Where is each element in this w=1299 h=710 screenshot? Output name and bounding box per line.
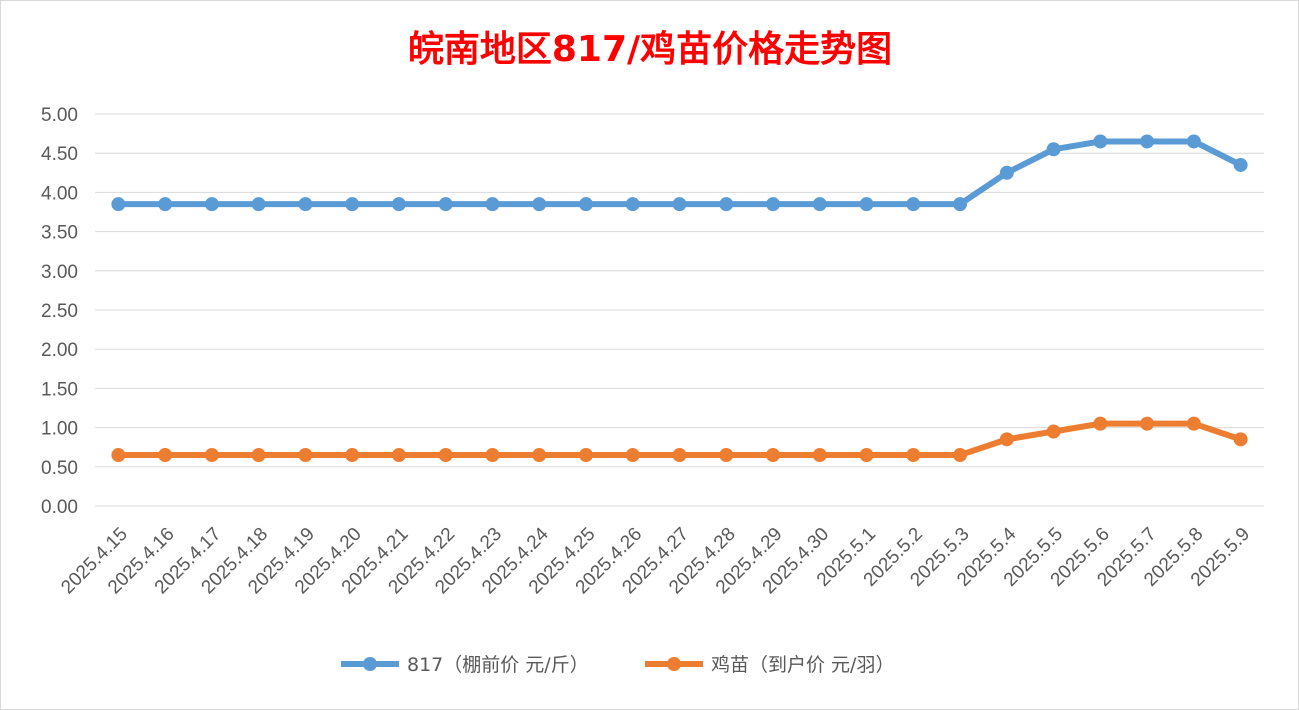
- series-1: [111, 416, 1248, 463]
- series-0: [111, 134, 1248, 212]
- y-tick-label: 3.50: [41, 223, 78, 244]
- data-point: [859, 448, 874, 463]
- data-point: [906, 448, 921, 463]
- data-point: [719, 448, 734, 463]
- data-point: [859, 197, 874, 212]
- data-point: [1046, 424, 1061, 439]
- data-point: [298, 448, 313, 463]
- data-point: [298, 197, 313, 212]
- data-point: [532, 197, 547, 212]
- data-point: [1046, 142, 1061, 157]
- legend-swatch-marker: [667, 657, 681, 671]
- data-point: [485, 448, 500, 463]
- data-point: [1140, 134, 1155, 149]
- legend-label: 鸡苗（到户价 元/羽）: [711, 654, 894, 676]
- data-point: [1093, 134, 1108, 149]
- data-point: [578, 448, 593, 463]
- series-line: [115, 138, 1244, 208]
- y-tick-label: 4.00: [41, 183, 78, 204]
- data-point: [766, 197, 781, 212]
- legend-label: 817（棚前价 元/斤）: [407, 654, 589, 676]
- data-point: [999, 165, 1014, 180]
- data-point: [1186, 416, 1201, 431]
- data-point: [625, 448, 640, 463]
- data-point: [812, 197, 827, 212]
- data-point: [204, 197, 219, 212]
- y-tick-label: 2.00: [41, 340, 78, 361]
- data-point: [812, 448, 827, 463]
- data-point: [672, 197, 687, 212]
- gridlines: [95, 113, 1264, 507]
- data-point: [1093, 416, 1108, 431]
- data-point: [578, 197, 593, 212]
- y-tick-label: 1.50: [41, 379, 78, 400]
- data-point: [204, 448, 219, 463]
- data-point: [1140, 416, 1155, 431]
- data-point: [438, 448, 453, 463]
- y-tick-label: 1.00: [41, 419, 78, 440]
- data-point: [1186, 134, 1201, 149]
- chart-title: 皖南地区817/鸡苗价格走势图: [408, 29, 892, 70]
- data-point: [345, 448, 360, 463]
- data-point: [438, 197, 453, 212]
- data-point: [485, 197, 500, 212]
- y-tick-label: 2.50: [41, 301, 78, 322]
- data-point: [251, 197, 266, 212]
- data-point: [906, 197, 921, 212]
- y-tick-label: 5.00: [41, 105, 78, 126]
- legend-swatch-marker: [363, 657, 377, 671]
- y-axis-ticks: 0.00 0.50 1.00 1.50 2.00 2.50 3.00 3.50 4.00 4.50…: [41, 105, 78, 518]
- y-tick-label: 4.50: [41, 144, 78, 165]
- data-point: [999, 432, 1014, 447]
- data-point: [111, 197, 126, 212]
- y-tick-label: 3.00: [41, 262, 78, 283]
- data-point: [532, 448, 547, 463]
- data-point: [672, 448, 687, 463]
- data-point: [625, 197, 640, 212]
- data-point: [111, 448, 126, 463]
- data-point: [391, 448, 406, 463]
- data-point: [251, 448, 266, 463]
- data-point: [719, 197, 734, 212]
- data-point: [953, 448, 968, 463]
- legend: 817（棚前价 元/斤） 鸡苗（到户价 元/羽）: [341, 654, 894, 676]
- data-point: [766, 448, 781, 463]
- data-point: [391, 197, 406, 212]
- x-axis-ticks: 2025.4.152025.4.162025.4.172025.4.182025…: [57, 523, 1254, 598]
- y-tick-label: 0.00: [41, 497, 78, 518]
- data-point: [1233, 432, 1248, 447]
- data-point: [158, 448, 173, 463]
- series-lines: [111, 134, 1248, 463]
- data-point: [953, 197, 968, 212]
- data-point: [345, 197, 360, 212]
- data-point: [1233, 157, 1248, 172]
- y-tick-label: 0.50: [41, 458, 78, 479]
- data-point: [158, 197, 173, 212]
